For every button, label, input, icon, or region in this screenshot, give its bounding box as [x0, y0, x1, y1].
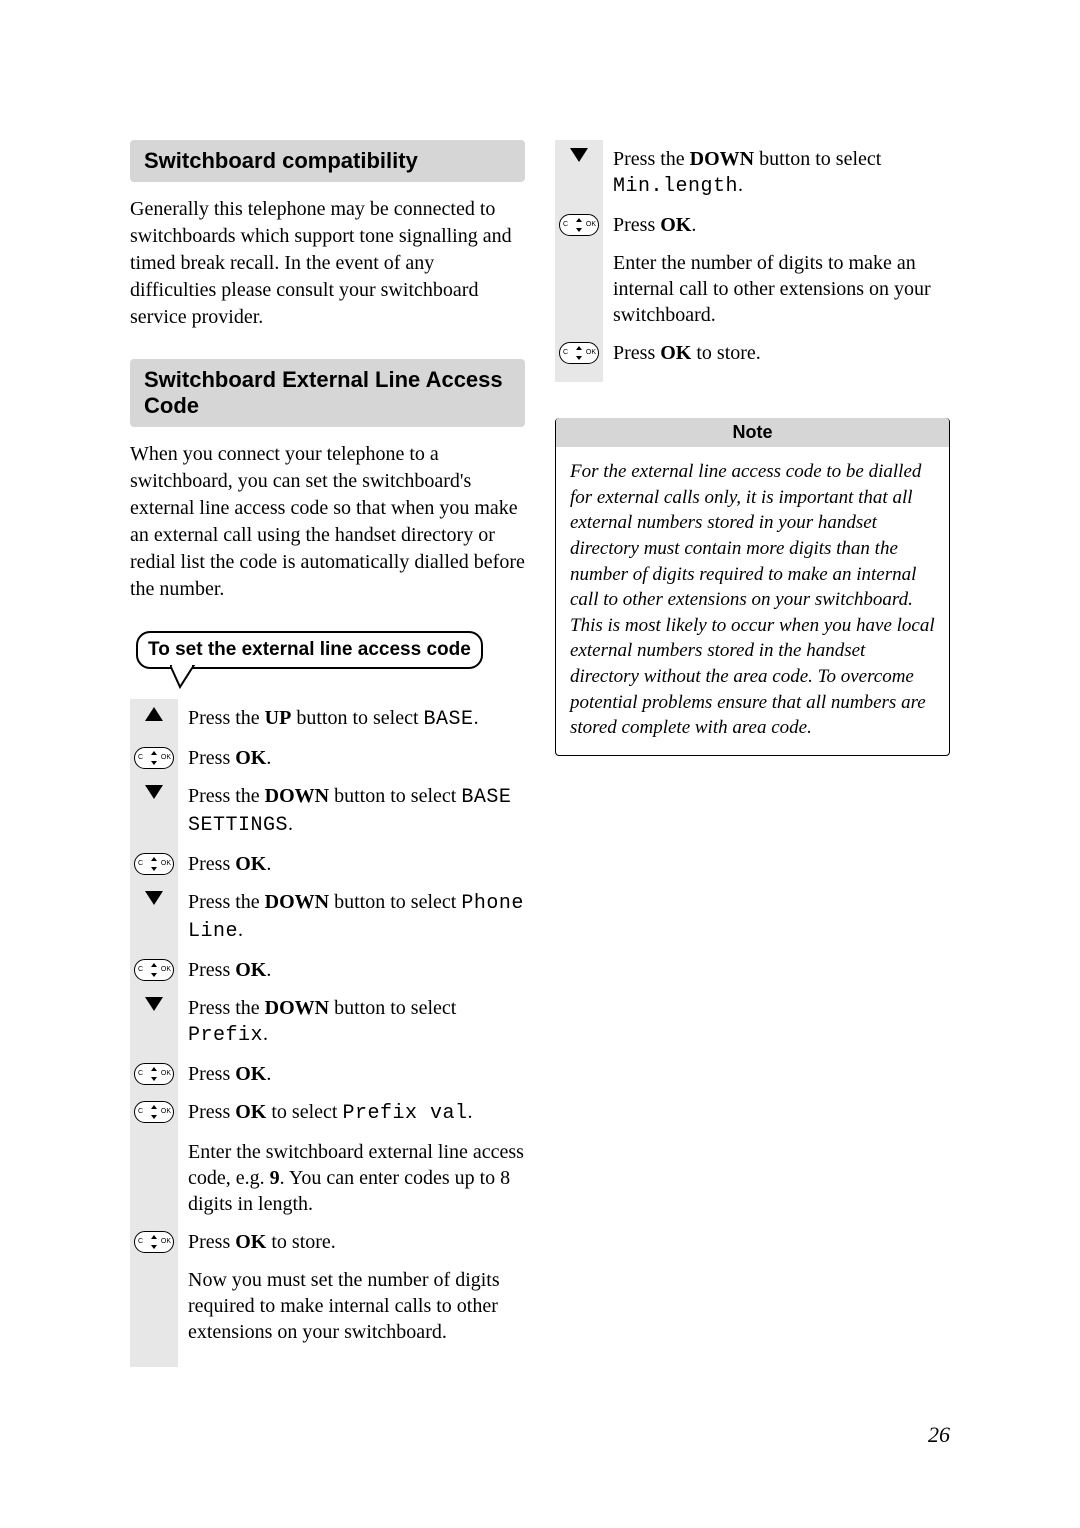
down-arrow-icon	[130, 995, 178, 1011]
instruction-step: Press the DOWN button to select Phone Li…	[130, 889, 525, 945]
instruction-step: Press OK.	[130, 957, 525, 983]
step-text: Press the UP button to select BASE.	[178, 705, 525, 733]
step-text: Now you must set the number of digits re…	[178, 1267, 525, 1345]
step-text: Enter the switchboard external line acce…	[178, 1139, 525, 1217]
callout-label: To set the external line access code	[136, 631, 483, 669]
note-body: For the external line access code to be …	[570, 459, 935, 741]
step-text: Press OK to store.	[603, 340, 950, 366]
steps-left: Press the UP button to select BASE. Press…	[130, 699, 525, 1367]
step-text: Enter the number of digits to make an in…	[603, 250, 950, 328]
page: Switchboard compatibility Generally this…	[0, 0, 1080, 1427]
instruction-step: Press OK.	[130, 1061, 525, 1087]
instruction-step: Press the DOWN button to select Prefix.	[130, 995, 525, 1049]
step-text: Press OK.	[603, 212, 950, 238]
ok-button-icon	[130, 745, 178, 769]
step-text: Press OK.	[178, 1061, 525, 1087]
step-text: Press the DOWN button to select Min.leng…	[603, 146, 950, 200]
step-text: Press OK.	[178, 957, 525, 983]
instruction-step: Press OK.	[130, 745, 525, 771]
instruction-step: Press OK to select Prefix val.	[130, 1099, 525, 1127]
ok-button-icon	[130, 1099, 178, 1123]
section-header-access: Switchboard External Line Access Code	[130, 359, 525, 427]
instruction-step: Now you must set the number of digits re…	[130, 1267, 525, 1345]
step-text: Press the DOWN button to select Phone Li…	[178, 889, 525, 945]
right-column: Press the DOWN button to select Min.leng…	[555, 140, 950, 1367]
step-text: Press OK to select Prefix val.	[178, 1099, 525, 1127]
access-body: When you connect your telephone to a swi…	[130, 441, 525, 603]
instruction-step: Press OK to store.	[130, 1229, 525, 1255]
step-text: Press the DOWN button to select Prefix.	[178, 995, 525, 1049]
steps-right: Press the DOWN button to select Min.leng…	[555, 140, 950, 382]
down-arrow-icon	[555, 146, 603, 162]
step-text: Press OK.	[178, 745, 525, 771]
down-arrow-icon	[130, 889, 178, 905]
instruction-step: Press OK to store.	[555, 340, 950, 366]
ok-button-icon	[555, 212, 603, 236]
callout: To set the external line access code	[130, 631, 525, 669]
step-text: Press OK to store.	[178, 1229, 525, 1255]
instruction-step: Press the DOWN button to select Min.leng…	[555, 146, 950, 200]
no-icon	[130, 1267, 178, 1269]
instruction-step: Press OK.	[555, 212, 950, 238]
ok-button-icon	[130, 957, 178, 981]
compat-body: Generally this telephone may be connecte…	[130, 196, 525, 331]
instruction-step: Press OK.	[130, 851, 525, 877]
instruction-step: Press the UP button to select BASE.	[130, 705, 525, 733]
instruction-step: Press the DOWN button to select BASE SET…	[130, 783, 525, 839]
instruction-step: Enter the number of digits to make an in…	[555, 250, 950, 328]
ok-button-icon	[130, 851, 178, 875]
page-number: 26	[928, 1422, 950, 1448]
ok-button-icon	[130, 1229, 178, 1253]
up-arrow-icon	[130, 705, 178, 721]
section-header-compat: Switchboard compatibility	[130, 140, 525, 182]
step-text: Press the DOWN button to select BASE SET…	[178, 783, 525, 839]
note-box: Note For the external line access code t…	[555, 418, 950, 756]
instruction-step: Enter the switchboard external line acce…	[130, 1139, 525, 1217]
left-column: Switchboard compatibility Generally this…	[130, 140, 525, 1367]
note-title: Note	[556, 418, 949, 447]
down-arrow-icon	[130, 783, 178, 799]
step-text: Press OK.	[178, 851, 525, 877]
ok-button-icon	[130, 1061, 178, 1085]
no-icon	[130, 1139, 178, 1141]
ok-button-icon	[555, 340, 603, 364]
callout-wedge-icon	[170, 665, 200, 691]
no-icon	[555, 250, 603, 252]
